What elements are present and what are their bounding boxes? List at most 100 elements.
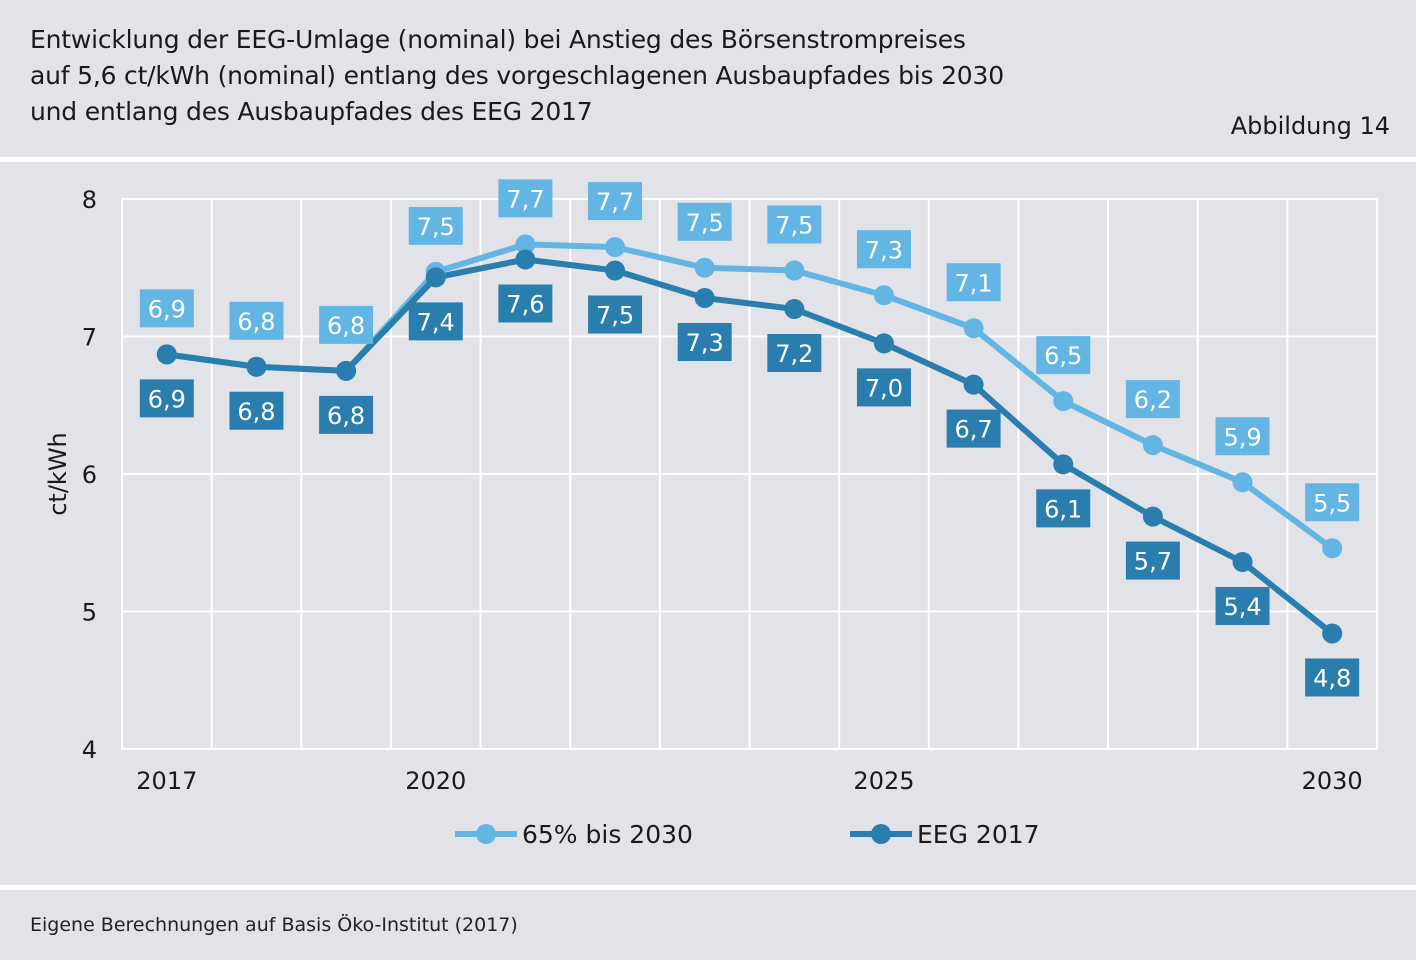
data-label-dark-box — [1305, 658, 1360, 697]
data-label-dark: 7,3 — [686, 329, 724, 357]
data-point — [156, 344, 177, 365]
data-label-light: 5,5 — [1313, 489, 1351, 517]
figure-label: Abbildung 14 — [1230, 112, 1390, 140]
data-point — [336, 360, 357, 381]
data-label-dark: 4,8 — [1313, 665, 1351, 693]
chart-area: 4 5 6 7 8 ct/kWh 2017 2020 2025 2030 6,9 6,9 6,8 6,8 6… — [0, 162, 1416, 885]
y-tick-label: 7 — [82, 324, 97, 352]
data-label-light-box — [498, 179, 553, 218]
data-label-dark: 7,2 — [775, 340, 813, 368]
data-label-dark-box — [946, 409, 1001, 448]
chart-title-line-1: Entwicklung der EEG-Umlage (nominal) bei… — [30, 25, 966, 54]
data-label-light-box — [588, 182, 643, 221]
data-point — [963, 318, 984, 339]
data-label-light: 7,7 — [506, 185, 544, 213]
y-tick-label: 5 — [82, 599, 97, 627]
data-label-light: 6,8 — [237, 308, 275, 336]
data-label-light-box — [767, 205, 822, 244]
x-tick-label: 2017 — [136, 767, 197, 795]
data-point — [873, 333, 894, 354]
x-tick-label: 2025 — [853, 767, 914, 795]
data-point — [784, 299, 805, 319]
data-label-light-box — [946, 263, 1001, 302]
plot-border — [121, 198, 1378, 750]
data-point — [515, 249, 536, 270]
legend-marker — [871, 824, 891, 844]
chart-title-line-2: auf 5,6 ct/kWh (nominal) entlang des vor… — [30, 61, 1004, 90]
data-label-dark: 7,6 — [506, 291, 544, 319]
data-point — [873, 285, 894, 306]
data-label-dark-box — [588, 295, 643, 334]
data-label-light: 7,7 — [596, 188, 634, 216]
data-point — [1322, 538, 1343, 559]
data-label-light-box — [856, 230, 911, 269]
data-label-light-box — [408, 206, 463, 245]
data-label-light: 7,5 — [417, 213, 455, 241]
data-point — [1142, 506, 1163, 527]
data-label-light-box — [1305, 483, 1360, 522]
data-label-light: 6,2 — [1134, 386, 1172, 414]
data-label-dark-box — [1215, 587, 1270, 625]
header: Entwicklung der EEG-Umlage (nominal) bei… — [0, 0, 1416, 157]
data-label-dark: 6,7 — [955, 416, 993, 444]
chart-title-line-3: und entlang des Ausbaupfades des EEG 201… — [30, 97, 593, 126]
data-label-light-box — [677, 202, 732, 241]
y-tick-label: 8 — [82, 186, 97, 214]
data-label-light: 7,3 — [865, 236, 903, 264]
data-label-dark-box — [1125, 541, 1180, 580]
data-label-light-box — [1215, 417, 1270, 456]
data-label-dark: 7,0 — [865, 374, 903, 402]
data-label-dark-box — [856, 368, 911, 407]
data-label-dark-box — [767, 334, 822, 372]
data-label-dark: 6,1 — [1044, 495, 1082, 523]
data-point — [246, 356, 267, 377]
legend-label: 65% bis 2030 — [522, 820, 693, 849]
data-point — [1322, 623, 1343, 644]
data-point — [1053, 454, 1074, 475]
data-label-light: 5,9 — [1223, 423, 1261, 451]
data-label-light: 7,5 — [775, 212, 813, 240]
data-label-dark: 7,5 — [596, 302, 634, 330]
data-label-dark-box — [139, 379, 194, 418]
data-label-dark: 6,8 — [327, 402, 365, 430]
series-line — [163, 256, 1336, 637]
data-point — [1053, 391, 1074, 412]
data-label-light-box — [139, 289, 194, 328]
data-label-dark: 7,4 — [417, 308, 455, 336]
data-label-light-box — [229, 301, 284, 340]
data-label-light: 6,5 — [1044, 342, 1082, 370]
data-label-dark-box — [319, 395, 374, 434]
data-label-dark-box — [1036, 489, 1091, 528]
data-label-dark: 6,8 — [237, 398, 275, 426]
data-point — [425, 267, 446, 288]
data-point — [515, 234, 536, 255]
x-tick-label: 2030 — [1302, 767, 1363, 795]
data-label-light-box — [1125, 380, 1180, 419]
data-label-dark-box — [408, 302, 463, 341]
data-label-dark-box — [677, 323, 732, 361]
legend-label: EEG 2017 — [917, 820, 1040, 849]
y-axis-label: ct/kWh — [44, 432, 72, 516]
data-label-light: 6,8 — [327, 312, 365, 340]
legend-marker — [476, 824, 496, 844]
data-point — [605, 237, 626, 258]
top-separator — [0, 157, 1416, 162]
data-label-light-box — [319, 305, 374, 344]
data-point — [605, 260, 626, 281]
y-tick-label: 4 — [82, 736, 97, 764]
data-point — [694, 257, 715, 278]
data-point — [1142, 435, 1163, 456]
data-label-dark: 5,7 — [1134, 548, 1172, 576]
data-label-light: 6,9 — [148, 295, 186, 323]
data-point — [1232, 552, 1253, 572]
data-point — [694, 288, 715, 308]
data-label-dark: 6,9 — [148, 385, 186, 413]
data-label-dark-box — [229, 391, 284, 430]
data-point — [784, 260, 805, 281]
bottom-separator — [0, 885, 1416, 890]
data-label-light: 7,1 — [955, 269, 993, 297]
data-label-dark-box — [498, 284, 553, 323]
data-point — [963, 374, 984, 395]
data-label-dark: 5,4 — [1223, 593, 1261, 621]
data-label-light-box — [1036, 336, 1091, 375]
